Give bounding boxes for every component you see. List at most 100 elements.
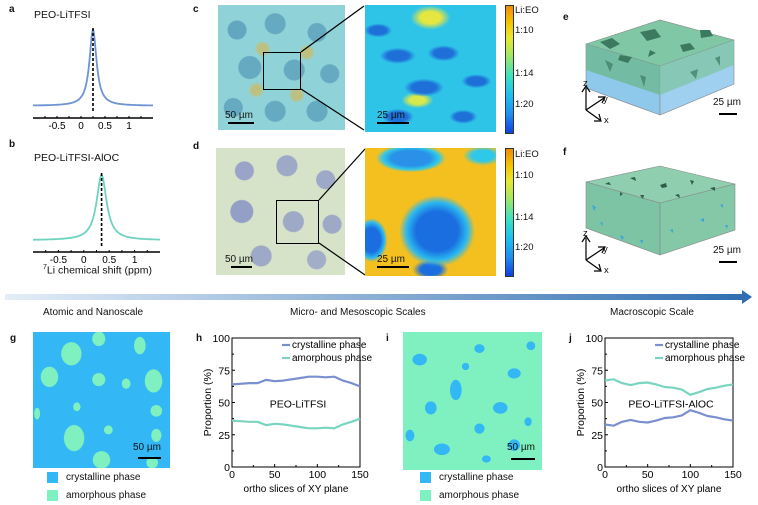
scale-label-c-left: 50 µm [225,110,253,121]
scale-label-micro: Micro- and Mesoscopic Scales [290,307,426,318]
legend-swatch-amorphous [47,490,58,501]
panel-label-g: g [10,333,17,344]
scale-label-d-left: 50 µm [225,254,253,265]
panel-b-title: PEO-LiTFSI-AlOC [34,152,120,164]
zoom-box-d [276,200,319,244]
spectrum-chart-a: -0.5 0 0.5 1 [33,27,153,132]
x-tick-label: 50 [642,469,654,481]
x-axis-label: ortho slices of XY plane [244,484,349,495]
panel-b-xlabel-sup: 7 [43,264,47,271]
panel-label-c: c [193,4,199,15]
y-tick-label: 25 [591,430,603,442]
colorbar-c-title: Li:EO [515,5,539,16]
x-tick-label: -0.5 [50,255,68,266]
y-tick-label: 0 [597,462,603,474]
x-tick-label: -0.5 [48,121,66,132]
x-tick-label: 100 [682,469,700,481]
y-tick-label: 100 [585,333,603,345]
series-line-amorphous [604,378,734,396]
axis-label-f-y: y [603,244,608,255]
scale-label-f: 25 µm [713,245,741,256]
axes-triad-f [581,234,606,272]
series-line-amorphous [231,417,361,430]
scale-bar-e [719,113,737,115]
x-tick-label: 0 [602,469,608,481]
legend-swatch-crystalline [47,472,58,483]
y-tick-label: 50 [218,398,230,410]
scale-label-macro: Macroscopic Scale [610,307,694,318]
x-tick-label: 1 [126,121,132,132]
legend-label: amorphous phase [665,353,745,364]
y-axis-label: Proportion (%) [575,369,587,437]
panel-a-title: PEO-LiTFSI [34,9,91,21]
phase-map-g [33,332,170,468]
chart-annotation: PEO-LiTFSI [270,399,327,411]
panel-label-b: b [9,139,16,150]
zoom-box-c [263,52,301,90]
legend-label: crystalline phase [439,472,514,484]
y-tick-label: 50 [591,398,603,410]
y-tick-label: 100 [212,333,230,345]
scale-bar-f [719,261,737,263]
scale-bar-c-right [377,122,409,124]
y-tick-label: 75 [591,365,603,377]
y-tick-label: 0 [224,462,230,474]
colorbar-c [505,5,514,134]
axis-label-e-x: x [604,115,609,126]
x-tick-label: 0.5 [98,121,112,132]
scale-bar-g [138,457,161,459]
panel-b-xlabel-text: Li chemical shift (ppm) [46,264,152,277]
colorbar-c-tick-2: 1:20 [515,99,534,110]
li-eo-map-c [365,5,496,132]
scale-label-i: 50 µm [507,442,535,453]
axis-label-e-y: y [603,94,608,105]
colorbar-d-tick-1: 1:14 [515,212,534,223]
scale-bar-c-left [228,122,254,124]
scale-label-g: 50 µm [133,442,161,453]
axis-label-f-x: x [604,265,609,276]
legend-swatch-amorphous [420,490,431,501]
scale-bar-i [511,458,535,460]
scale-label-d-right: 25 µm [377,254,405,265]
legend-swatch-crystalline [420,472,431,483]
legend-g-amorphous: amorphous phase [47,490,146,501]
panel-label-i: i [386,333,389,344]
legend-label: crystalline phase [665,340,740,351]
legend-g-crystalline: crystalline phase [47,472,140,483]
series-line-crystalline [231,375,361,388]
li-eo-map-d [365,148,496,276]
x-tick-label: 0 [229,469,235,481]
y-axis-label: Proportion (%) [202,369,214,437]
y-tick-label: 75 [218,365,230,377]
axis-label-e-z: z [583,78,588,89]
panel-label-h: h [196,333,203,344]
chart-annotation: PEO-LiTFSI-AlOC [628,399,714,411]
x-tick-label: 50 [269,469,281,481]
x-tick-label: 1 [132,255,138,266]
legend-i-amorphous: amorphous phase [420,490,519,501]
panel-b-xlabel: 7Li chemical shift (ppm) [43,264,152,277]
scale-bar-d-right [377,266,409,268]
series-line-crystalline [604,409,734,427]
legend-label: amorphous phase [292,353,372,364]
colorbar-d-tick-2: 1:20 [515,242,534,253]
scale-label-c-right: 25 µm [377,110,405,121]
colorbar-c-tick-0: 1:10 [515,25,534,36]
phase-map-i [403,332,542,470]
scale-arrow [5,290,752,304]
y-tick-label: 25 [218,430,230,442]
panel-label-a: a [9,4,15,15]
colorbar-c-tick-1: 1:14 [515,68,534,79]
colorbar-d [505,148,514,277]
scale-label-e: 25 µm [713,97,741,108]
spectrum-line [33,173,160,241]
x-tick-label: 0 [78,121,84,132]
x-tick-label: 0 [81,255,87,266]
x-tick-label: 150 [724,469,742,481]
x-axis-label: ortho slices of XY plane [617,484,722,495]
panel-label-e: e [563,12,569,23]
